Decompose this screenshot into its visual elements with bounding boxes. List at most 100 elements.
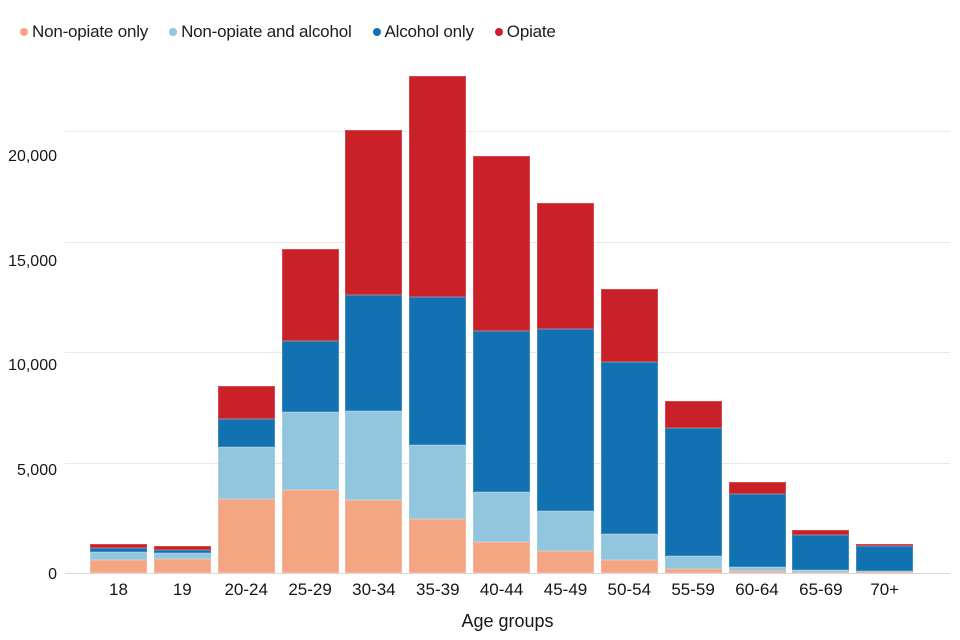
- bar-segment-70plus-opiate[interactable]: [856, 543, 914, 546]
- y-tick-label-0: 0: [48, 566, 57, 583]
- bar-segment-35-39-alcohol-only[interactable]: [409, 297, 467, 446]
- bar-55-59: [664, 400, 722, 573]
- x-tick-label-30-34: 30-34: [352, 580, 396, 599]
- bar-segment-45-49-opiate[interactable]: [537, 202, 594, 330]
- legend-dot-opiate: [494, 28, 503, 36]
- bar-segment-35-39-opiate[interactable]: [409, 75, 467, 298]
- bar-segment-40-44-alcohol-only[interactable]: [473, 331, 531, 493]
- legend-label: Non-opiate only: [32, 22, 149, 41]
- bar-70plus: [856, 543, 914, 573]
- legend-dot-alcohol-only: [372, 28, 381, 36]
- bar-segment-35-39-non-opiate-only[interactable]: [409, 519, 467, 573]
- legend-label: Opiate: [506, 22, 556, 41]
- x-tick-label-40-44: 40-44: [479, 580, 524, 599]
- bar-segment-70plus-non-opiate-and-alcohol[interactable]: [856, 570, 914, 572]
- bar-segment-65-69-opiate[interactable]: [792, 530, 850, 536]
- bar-segment-50-54-non-opiate-only[interactable]: [600, 560, 658, 573]
- x-tick-label-25-29: 25-29: [288, 580, 332, 599]
- bar-segment-50-54-non-opiate-and-alcohol[interactable]: [600, 534, 658, 561]
- x-tick-label-19: 19: [172, 580, 192, 599]
- bar-segment-55-59-non-opiate-and-alcohol[interactable]: [664, 556, 722, 569]
- bar-30-34: [345, 129, 403, 573]
- bar-segment-30-34-non-opiate-only[interactable]: [345, 499, 403, 573]
- bar-segment-30-34-opiate[interactable]: [345, 129, 403, 296]
- bar-50-54: [600, 289, 658, 573]
- bar-segment-40-44-non-opiate-only[interactable]: [473, 542, 531, 573]
- bar-19: [153, 545, 211, 573]
- bar-segment-50-54-alcohol-only[interactable]: [600, 361, 658, 535]
- bar-segment-45-49-non-opiate-only[interactable]: [537, 550, 594, 573]
- bar-segment-20-24-alcohol-only[interactable]: [217, 418, 275, 448]
- bar-segment-19-non-opiate-and-alcohol[interactable]: [153, 552, 211, 559]
- bar-segment-30-34-alcohol-only[interactable]: [345, 295, 403, 412]
- bar-segment-19-alcohol-only[interactable]: [153, 549, 211, 553]
- bar-segment-25-29-opiate[interactable]: [281, 249, 339, 342]
- bar-60-64: [728, 482, 786, 573]
- legend-label: Alcohol only: [384, 22, 474, 41]
- gridline-20000: [65, 131, 950, 133]
- bar-segment-40-44-opiate[interactable]: [473, 156, 531, 332]
- chart-legend: Non-opiate only Non-opiate and alcohol Alc…: [20, 22, 556, 42]
- x-tick-label-35-39: 35-39: [416, 580, 460, 599]
- bar-25-29: [281, 249, 339, 573]
- bar-segment-18-alcohol-only[interactable]: [90, 548, 147, 552]
- bar-segment-18-opiate[interactable]: [90, 543, 147, 549]
- x-tick-label-45-49: 45-49: [543, 580, 588, 599]
- x-tick-label-50-54: 50-54: [607, 580, 652, 599]
- x-tick-label-18: 18: [109, 580, 128, 599]
- y-tick-label-10000: 10,000: [8, 357, 57, 375]
- bar-segment-55-59-opiate[interactable]: [664, 400, 722, 428]
- x-tick-label-65-69: 65-69: [799, 580, 843, 599]
- bar-segment-20-24-non-opiate-only[interactable]: [217, 498, 275, 573]
- bar-segment-65-69-alcohol-only[interactable]: [792, 535, 850, 571]
- bar-segment-20-24-opiate[interactable]: [217, 386, 275, 419]
- bar-segment-55-59-alcohol-only[interactable]: [664, 427, 722, 557]
- bar-segment-70plus-alcohol-only[interactable]: [856, 545, 914, 571]
- bar-segment-20-24-non-opiate-and-alcohol[interactable]: [217, 447, 275, 499]
- x-tick-label-20-24: 20-24: [224, 580, 268, 599]
- bar-segment-18-non-opiate-only[interactable]: [90, 559, 147, 573]
- bar-segment-45-49-non-opiate-and-alcohol[interactable]: [537, 510, 594, 551]
- bar-segment-25-29-non-opiate-and-alcohol[interactable]: [281, 412, 339, 491]
- bar-segment-70plus-non-opiate-only[interactable]: [856, 571, 914, 573]
- bar-segment-30-34-non-opiate-and-alcohol[interactable]: [345, 411, 403, 500]
- bar-segment-65-69-non-opiate-only[interactable]: [792, 571, 850, 573]
- x-tick-label-70plus: 70+: [870, 580, 900, 599]
- bar-45-49: [537, 202, 594, 573]
- legend-item-alcohol-only[interactable]: Alcohol only: [372, 22, 474, 42]
- bar-segment-60-64-non-opiate-only[interactable]: [728, 571, 786, 573]
- bar-segment-60-64-alcohol-only[interactable]: [728, 493, 786, 567]
- bar-segment-25-29-non-opiate-only[interactable]: [281, 490, 339, 573]
- legend-dot-non-opiate-and-alcohol: [169, 28, 178, 36]
- legend-item-non-opiate-and-alcohol[interactable]: Non-opiate and alcohol: [169, 22, 352, 42]
- bar-segment-65-69-non-opiate-and-alcohol[interactable]: [792, 570, 850, 572]
- legend-dot-non-opiate-only: [20, 28, 28, 36]
- bar-40-44: [473, 156, 531, 573]
- bar-segment-50-54-opiate[interactable]: [600, 289, 658, 362]
- x-tick-label-55-59: 55-59: [671, 580, 715, 599]
- bar-segment-60-64-opiate[interactable]: [728, 482, 786, 494]
- legend-item-opiate[interactable]: Opiate: [494, 22, 556, 42]
- bar-65-69: [792, 530, 850, 573]
- legend-label: Non-opiate and alcohol: [181, 22, 352, 41]
- bar-20-24: [217, 386, 275, 573]
- bar-segment-18-non-opiate-and-alcohol[interactable]: [90, 551, 147, 560]
- x-tick-label-60-64: 60-64: [735, 580, 779, 599]
- bar-segment-45-49-alcohol-only[interactable]: [537, 329, 594, 511]
- y-tick-label-5000: 5,000: [16, 461, 57, 479]
- y-tick-label-15000: 15,000: [8, 252, 57, 270]
- gridline-0: [65, 573, 950, 574]
- y-tick-label-20000: 20,000: [8, 148, 57, 166]
- bar-segment-35-39-non-opiate-and-alcohol[interactable]: [409, 445, 467, 520]
- bar-segment-19-non-opiate-only[interactable]: [153, 558, 211, 573]
- bar-segment-25-29-alcohol-only[interactable]: [281, 341, 339, 413]
- bar-segment-60-64-non-opiate-and-alcohol[interactable]: [728, 567, 786, 571]
- legend-item-non-opiate-only[interactable]: Non-opiate only: [20, 22, 148, 42]
- bar-segment-40-44-non-opiate-and-alcohol[interactable]: [473, 492, 531, 543]
- bar-segment-19-opiate[interactable]: [153, 545, 211, 550]
- bar-35-39: [409, 75, 467, 573]
- bar-segment-55-59-non-opiate-only[interactable]: [664, 568, 722, 573]
- bar-18: [90, 543, 147, 573]
- x-axis-title: Age groups: [461, 611, 554, 631]
